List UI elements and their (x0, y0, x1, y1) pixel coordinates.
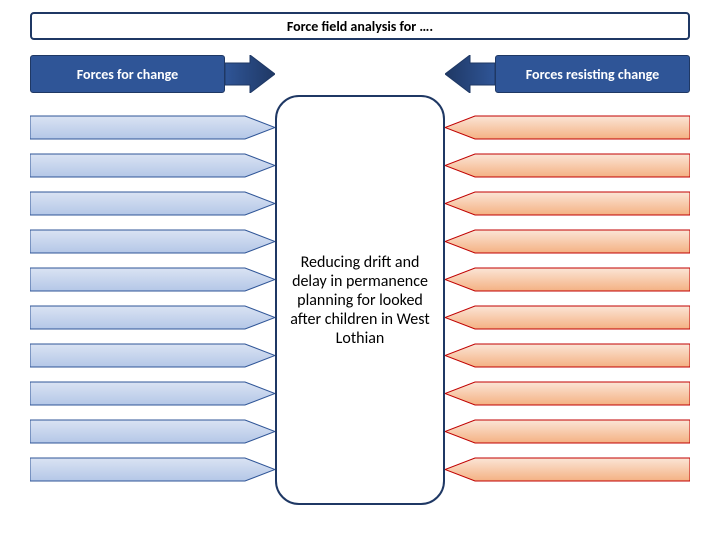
right-header-arrow-icon (445, 55, 495, 93)
left-header-box: Forces for change (30, 55, 225, 93)
right-header-box: Forces resisting change (495, 55, 690, 93)
resisting-force-arrow (445, 419, 690, 444)
driving-force-arrow (30, 191, 275, 216)
driving-force-arrow (30, 343, 275, 368)
driving-force-arrow (30, 229, 275, 254)
driving-force-arrow (30, 153, 275, 178)
driving-forces-column (30, 115, 275, 482)
driving-force-arrow (30, 267, 275, 292)
driving-force-arrow (30, 115, 275, 140)
resisting-force-arrow (445, 153, 690, 178)
resisting-force-arrow (445, 457, 690, 482)
resisting-force-arrow (445, 229, 690, 254)
driving-force-arrow (30, 419, 275, 444)
right-header-text: Forces resisting change (526, 66, 659, 83)
resisting-force-arrow (445, 115, 690, 140)
resisting-force-arrow (445, 343, 690, 368)
resisting-force-arrow (445, 305, 690, 330)
center-box: Reducing drift and delay in permanence p… (275, 95, 445, 505)
right-header-group: Forces resisting change (445, 55, 690, 93)
resisting-forces-column (445, 115, 690, 482)
resisting-force-arrow (445, 191, 690, 216)
driving-force-arrow (30, 305, 275, 330)
resisting-force-arrow (445, 267, 690, 292)
driving-force-arrow (30, 381, 275, 406)
driving-force-arrow (30, 457, 275, 482)
left-header-text: Forces for change (77, 66, 178, 83)
left-header-arrow-icon (225, 55, 275, 93)
title-box: Force field analysis for …. (30, 12, 690, 40)
resisting-force-arrow (445, 381, 690, 406)
left-header-group: Forces for change (30, 55, 275, 93)
center-text: Reducing drift and delay in permanence p… (289, 253, 431, 348)
title-text: Force field analysis for …. (287, 18, 433, 35)
